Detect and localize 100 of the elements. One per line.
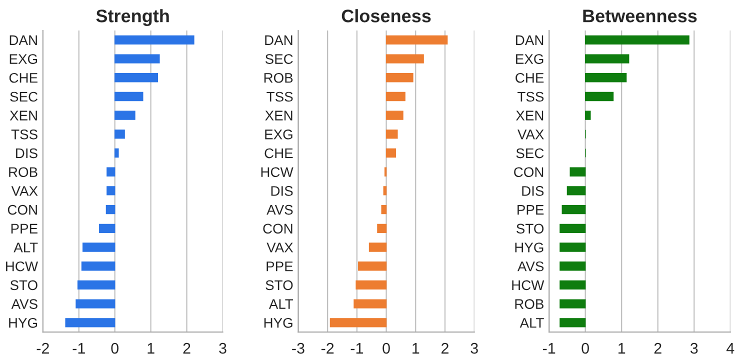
- y-tick-label: CHE: [516, 72, 544, 83]
- y-tick-label: ALT: [14, 242, 38, 252]
- bar: [381, 204, 387, 214]
- bar: [114, 54, 160, 64]
- bar: [114, 92, 144, 102]
- y-tick-label: TSS: [11, 130, 38, 140]
- y-tick-label: PPE: [518, 205, 544, 215]
- bar: [386, 35, 448, 45]
- y-tick-label: ALT: [520, 318, 544, 328]
- chart-title: Betweenness: [583, 10, 697, 22]
- bar: [65, 318, 116, 328]
- bar: [114, 110, 136, 120]
- bar: [99, 224, 116, 234]
- x-tick-label: -3: [292, 342, 304, 354]
- y-tick-label: SEC: [10, 92, 38, 102]
- bar: [377, 224, 387, 234]
- y-tick-label: SEC: [265, 54, 293, 64]
- y-tick-label: STO: [516, 224, 544, 234]
- y-tick-label: VAX: [266, 242, 294, 252]
- bar: [584, 92, 614, 102]
- y-tick-label: XEN: [265, 110, 292, 120]
- y-tick-label: CON: [263, 224, 292, 234]
- y-tick-label: XEN: [10, 110, 37, 120]
- bar: [560, 242, 586, 252]
- y-tick-label: STO: [266, 280, 293, 290]
- bar: [560, 224, 586, 234]
- bar: [562, 204, 586, 214]
- y-tick-label: DAN: [265, 35, 292, 45]
- bar: [82, 242, 116, 252]
- bar: [114, 73, 158, 82]
- y-tick-label: STO: [10, 280, 38, 290]
- y-tick-label: DIS: [522, 186, 544, 196]
- y-tick-label: HYG: [515, 242, 544, 252]
- y-tick-label: HYG: [264, 318, 292, 328]
- y-tick-label: PPE: [11, 224, 38, 234]
- y-tick-label: CHE: [264, 148, 293, 158]
- x-tick-label: 0: [582, 342, 589, 354]
- bar: [383, 186, 387, 196]
- bar: [560, 280, 586, 290]
- bar: [386, 130, 398, 139]
- x-tick-label: 2: [442, 342, 448, 354]
- bar: [560, 299, 586, 308]
- y-tick-label: VAX: [518, 130, 544, 140]
- bar: [584, 73, 627, 82]
- bar: [330, 318, 387, 328]
- y-tick-label: DAN: [516, 35, 544, 45]
- y-tick-label: TSS: [518, 92, 544, 102]
- y-tick-label: TSS: [266, 92, 293, 102]
- y-tick-label: DIS: [271, 186, 293, 196]
- y-tick-label: PPE: [266, 262, 293, 272]
- x-tick-label: 0: [111, 342, 118, 354]
- bar: [81, 262, 116, 271]
- bar: [566, 186, 586, 196]
- x-tick-label: 1: [618, 343, 626, 354]
- bar: [584, 54, 630, 64]
- y-tick-label: SEC: [516, 148, 544, 158]
- bar: [354, 299, 387, 308]
- x-tick-label: 3: [690, 342, 698, 354]
- bar: [584, 110, 591, 120]
- y-tick-label: HYG: [9, 318, 38, 328]
- x-tick-label: 1: [412, 343, 420, 354]
- bar: [76, 299, 116, 308]
- bar: [106, 204, 116, 214]
- bar: [386, 110, 404, 120]
- y-tick-label: ROB: [515, 299, 544, 309]
- x-tick-label: 2: [183, 342, 190, 354]
- chart-title: Closeness: [342, 9, 431, 22]
- x-tick-label: 1: [148, 343, 154, 354]
- x-tick-label: -2: [321, 342, 334, 354]
- bar: [356, 280, 387, 290]
- y-tick-label: ROB: [264, 72, 293, 83]
- bar: [560, 318, 586, 328]
- y-tick-label: ROB: [9, 167, 38, 178]
- bar: [584, 35, 690, 45]
- x-tick-label: 3: [219, 342, 226, 354]
- x-tick-label: -2: [36, 342, 49, 354]
- bar: [386, 54, 424, 64]
- y-tick-label: CHE: [9, 72, 38, 83]
- x-tick-label: -1: [350, 343, 363, 354]
- bar: [358, 262, 387, 271]
- bar: [114, 130, 125, 139]
- x-tick-label: 0: [382, 342, 390, 354]
- chart-title: Strength: [96, 9, 169, 26]
- y-tick-label: HCW: [512, 280, 544, 290]
- bar: [570, 167, 586, 176]
- bar: [368, 242, 387, 252]
- x-tick-label: 4: [726, 343, 734, 354]
- y-tick-label: VAX: [11, 186, 38, 196]
- y-tick-label: XEN: [516, 110, 544, 120]
- x-tick-label: -1: [542, 343, 556, 354]
- bar: [106, 167, 116, 176]
- bar: [114, 35, 194, 45]
- y-tick-label: AVS: [11, 299, 38, 309]
- x-tick-label: 3: [470, 342, 478, 354]
- y-tick-label: EXG: [516, 54, 544, 64]
- bar: [560, 262, 586, 271]
- y-tick-label: EXG: [265, 130, 292, 140]
- y-tick-label: HCW: [261, 167, 294, 178]
- y-tick-label: EXG: [10, 54, 38, 64]
- y-tick-label: AVS: [266, 204, 293, 215]
